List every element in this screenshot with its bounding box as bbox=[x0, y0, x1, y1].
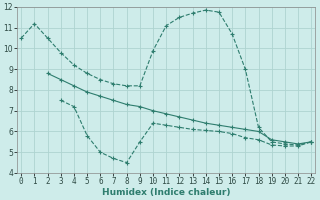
X-axis label: Humidex (Indice chaleur): Humidex (Indice chaleur) bbox=[102, 188, 230, 197]
